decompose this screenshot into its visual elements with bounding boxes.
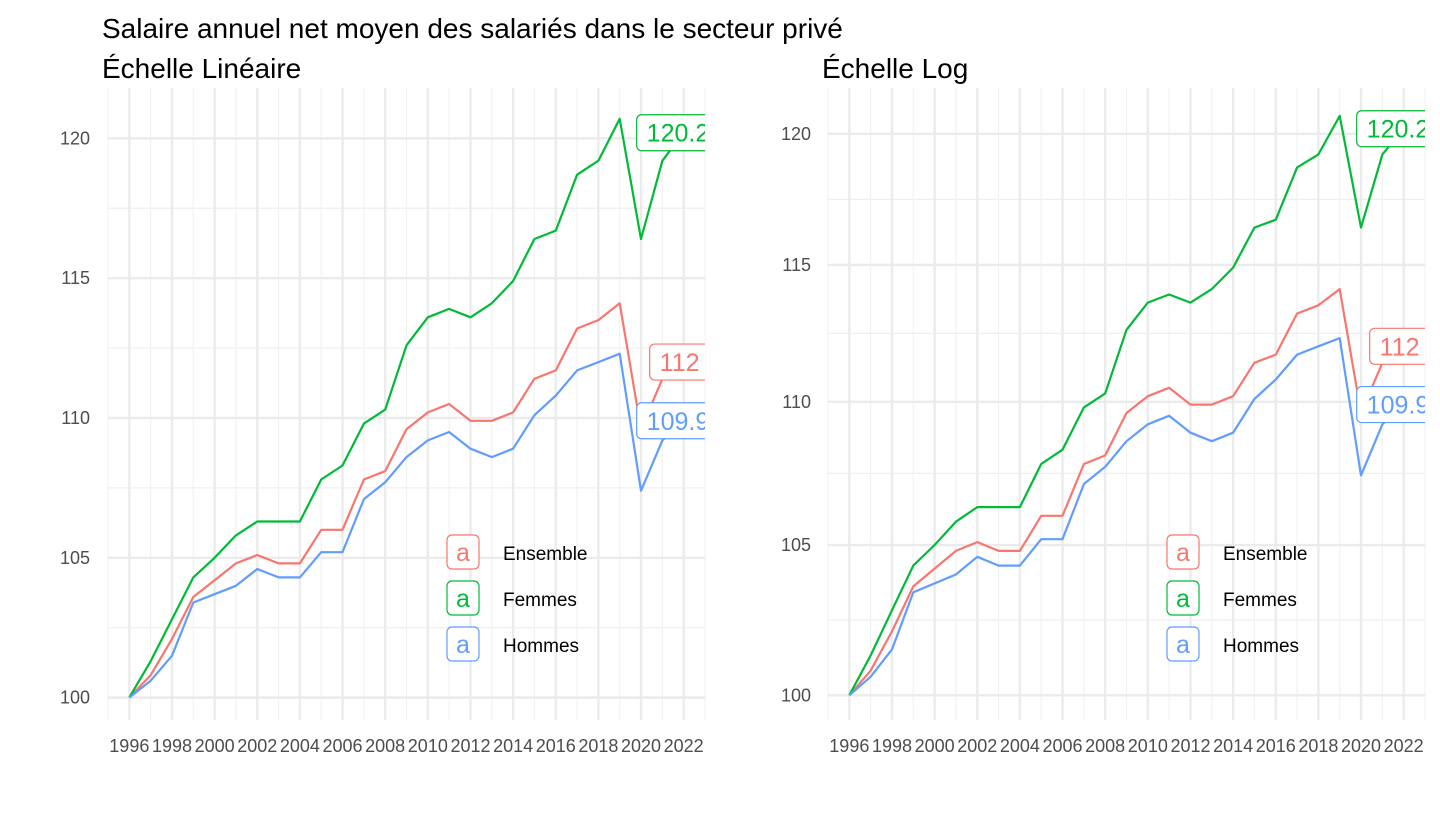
y-tick-label: 110 [61,408,90,428]
plot-area: 112 120.2 109.9 [848,110,1430,697]
series-line-femmes [848,114,1405,696]
legend-label: Ensemble [503,544,588,565]
legend-key-glyph: a [1176,585,1190,613]
x-tick-label: 2006 [323,736,363,756]
x-tick-label: 2014 [1213,736,1253,756]
series-line-ensemble [128,302,685,699]
legend-item-femmes: a Femmes [446,580,577,616]
x-tick-label: 2016 [536,736,576,756]
y-tick-label: 110 [782,392,811,412]
end-label-box [1369,327,1425,365]
x-tick-label: 2000 [915,736,955,756]
x-tick-label: 2002 [237,736,277,756]
x-tick-label: 2012 [450,736,490,756]
legend-label: Ensemble [1223,544,1308,565]
legend-key [1166,534,1200,570]
legend-item-hommes: a Hommes [1166,626,1299,662]
legend-key-glyph: a [1176,631,1190,659]
legend-item-ensemble: a Ensemble [1166,534,1308,570]
end-label-hommes: 109.9 [1356,385,1430,424]
y-tick-label: 100 [781,685,811,705]
y-tick-label: 120 [781,124,811,144]
x-tick-label: 2002 [957,736,997,756]
end-label-box [636,114,705,152]
end-label-text: 109.9 [647,408,710,436]
x-tick-label: 2008 [365,736,405,756]
end-label-text: 112 [1380,333,1420,361]
x-tick-label: 2010 [1128,736,1168,756]
x-tick-label: 1996 [109,736,149,756]
y-tick-label: 100 [60,688,90,708]
end-label-text: 120.2 [647,120,710,148]
x-tick-label: 1998 [152,736,192,756]
end-label-ensemble: 112 [649,343,705,381]
x-tick-label: 1998 [872,736,912,756]
legend-label: Femmes [503,590,577,611]
legend-label: Hommes [1223,636,1299,657]
legend-key-glyph: a [456,631,470,659]
legend-item-ensemble: a Ensemble [446,534,588,570]
legend-key [1166,580,1200,616]
x-tick-label: 2022 [664,736,704,756]
legend-label: Hommes [503,636,579,657]
x-tick-label: 2012 [1170,736,1210,756]
x-tick-label: 2008 [1085,736,1125,756]
legend-key-glyph: a [456,585,470,613]
y-tick-label: 105 [60,548,90,568]
end-label-femmes: 120.2 [636,114,710,152]
y-tick-label: 115 [61,268,90,288]
series-line-hommes [848,337,1405,697]
x-tick-label: 2014 [493,736,533,756]
legend-item-hommes: a Hommes [446,626,579,662]
legend-item-femmes: a Femmes [1166,580,1297,616]
end-label-text: 109.9 [1367,392,1430,420]
y-tick-label: 105 [781,535,811,555]
end-label-box [636,402,705,440]
series-line-ensemble [848,288,1405,697]
legend-key [446,626,480,662]
end-label-text: 112 [660,349,700,377]
panel-title-log: Échelle Log [822,53,968,84]
series-line-hommes [128,352,685,699]
legend-label: Femmes [1223,590,1297,611]
end-label-box [649,343,705,381]
legend-key [446,580,480,616]
legend-key-glyph: a [456,539,470,567]
end-label-text: 120.2 [1367,116,1430,144]
y-tick-label: 115 [782,255,811,275]
chart-title: Salaire annuel net moyen des salariés da… [102,13,843,44]
series-line-femmes [128,117,685,699]
x-tick-label: 2020 [621,736,661,756]
x-tick-label: 2022 [1384,736,1424,756]
x-tick-label: 2010 [408,736,448,756]
end-label-box [1356,385,1425,424]
x-tick-label: 2016 [1256,736,1296,756]
legend-key [1166,626,1200,662]
end-label-box [1356,110,1425,148]
end-label-hommes: 109.9 [636,402,710,440]
x-tick-label: 1996 [829,736,869,756]
x-tick-label: 2006 [1043,736,1083,756]
end-label-femmes: 120.2 [1356,110,1430,148]
end-label-ensemble: 112 [1369,327,1425,365]
x-tick-label: 2018 [1298,736,1338,756]
legend-key [446,534,480,570]
x-tick-label: 2020 [1341,736,1381,756]
plot-area: 112 120.2 109.9 [128,114,710,699]
x-tick-label: 2000 [195,736,235,756]
x-tick-label: 2004 [1000,736,1040,756]
y-tick-label: 120 [60,128,90,148]
x-tick-label: 2018 [578,736,618,756]
panel-title-linear: Échelle Linéaire [102,53,301,84]
legend-key-glyph: a [1176,539,1190,567]
x-tick-label: 2004 [280,736,320,756]
